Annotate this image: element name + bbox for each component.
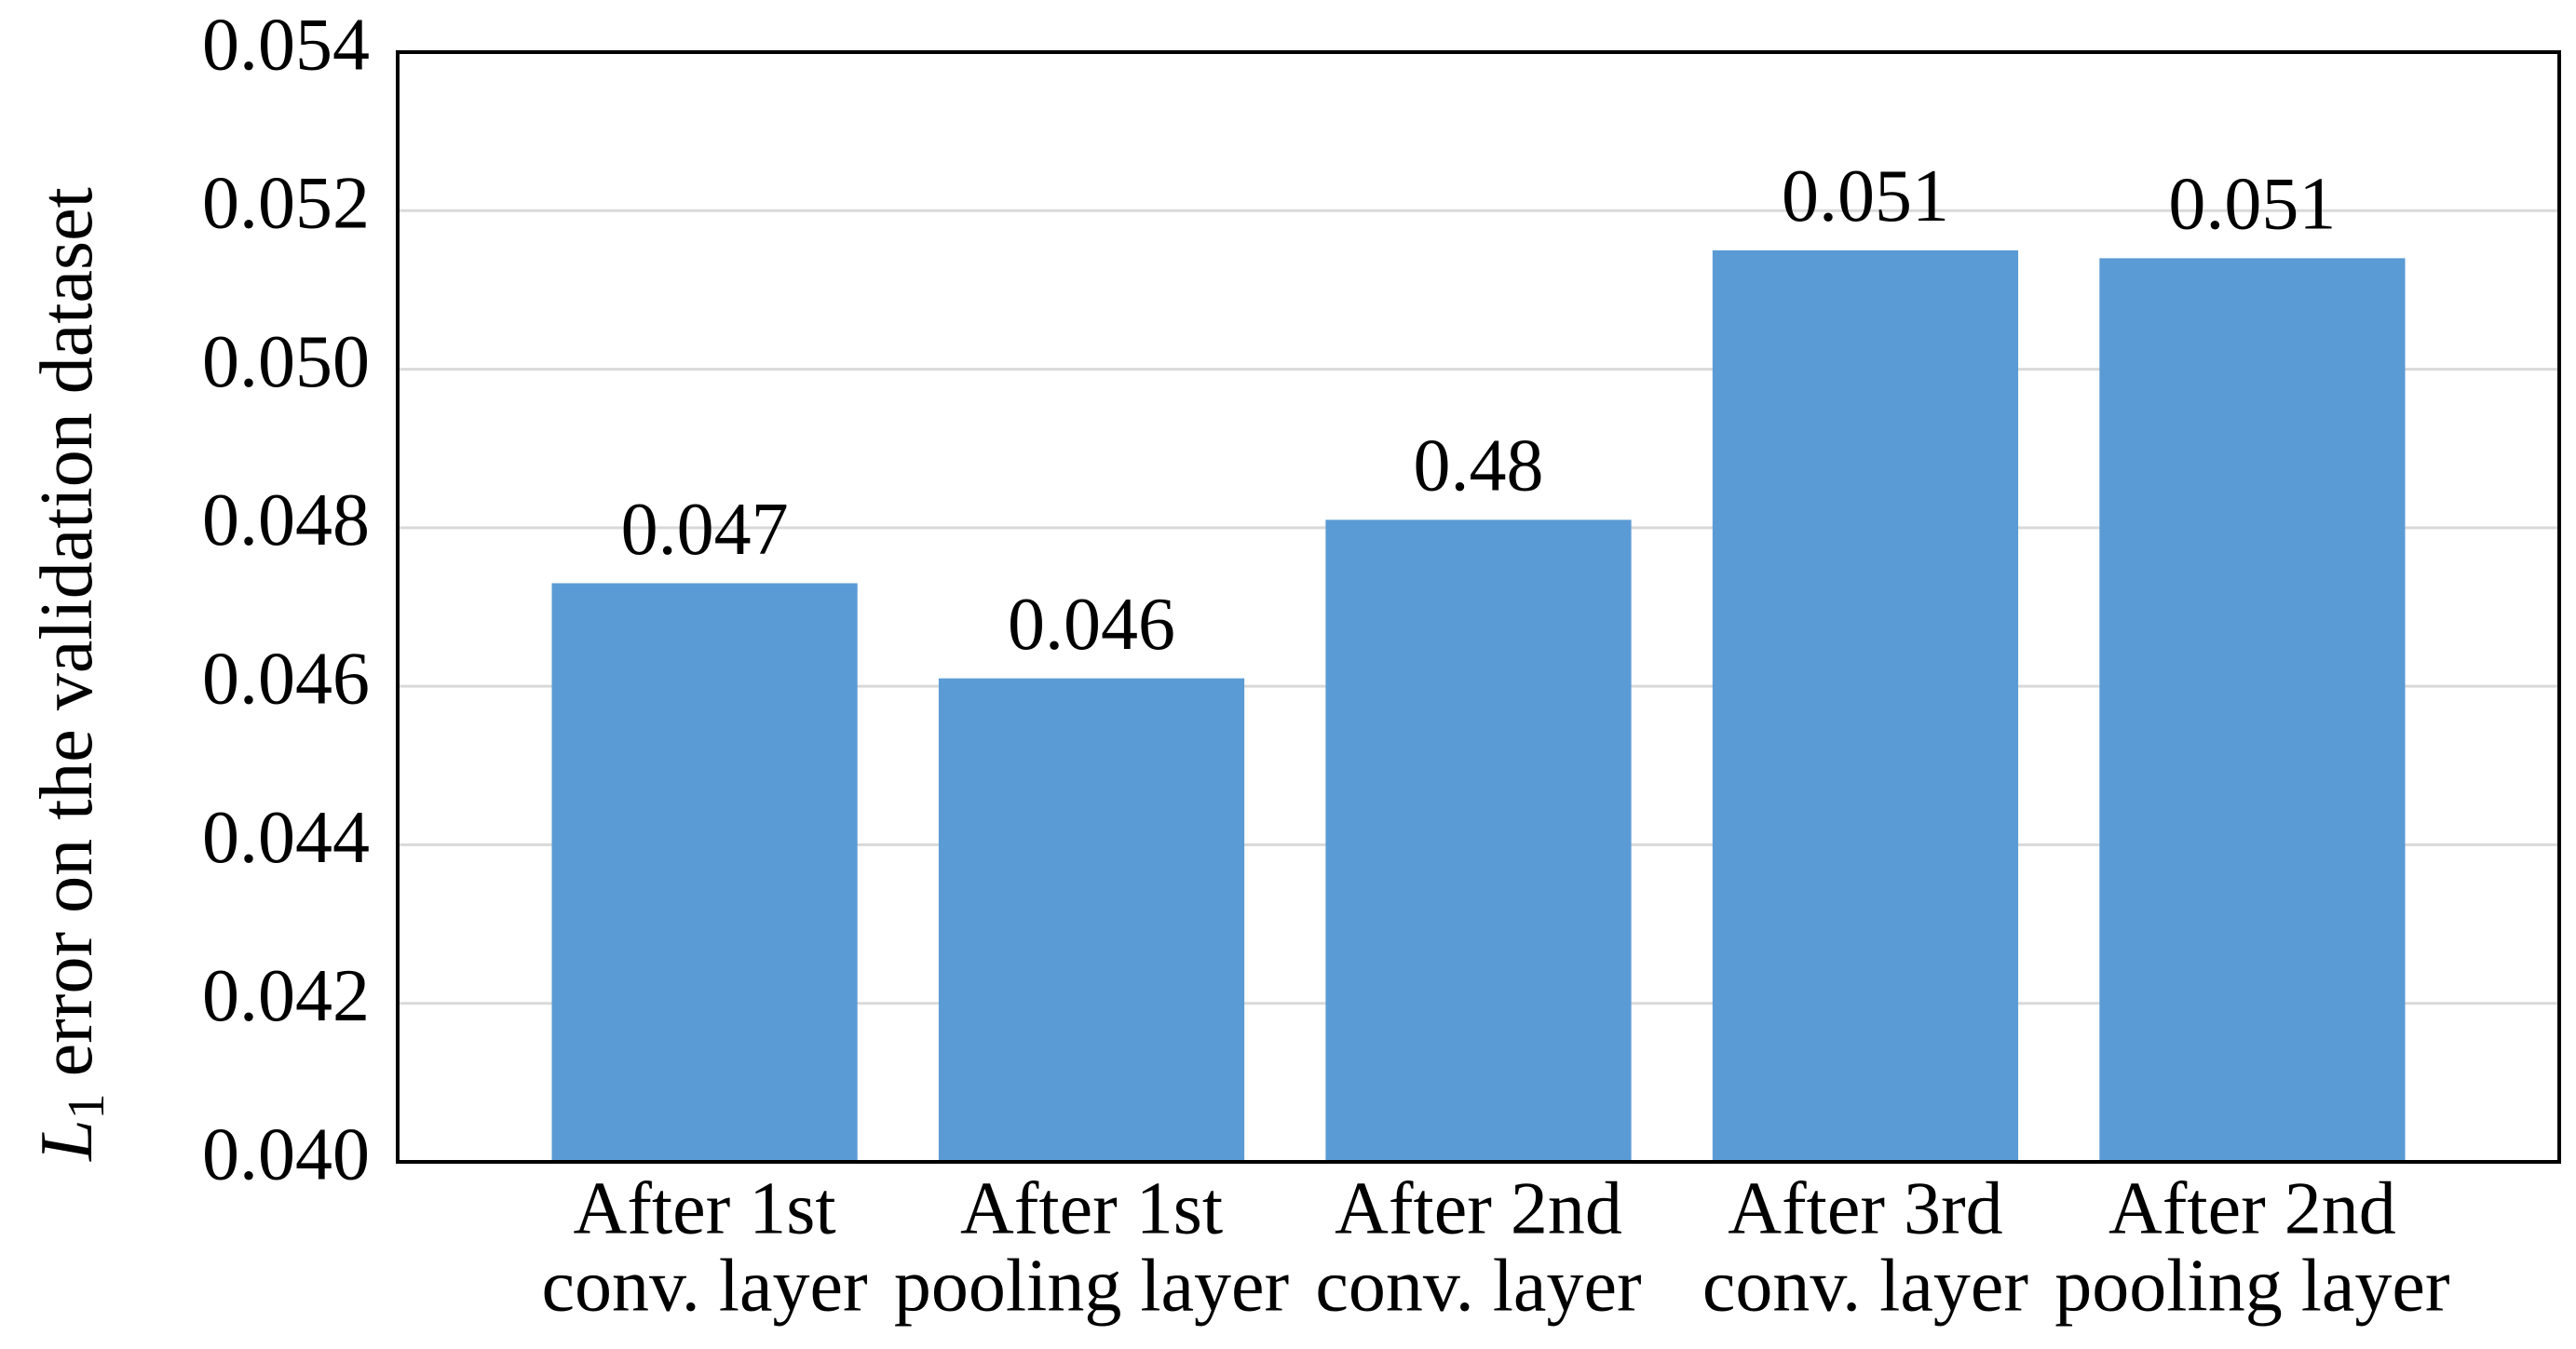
x-tick-label: After 2nd bbox=[1335, 1167, 1622, 1249]
x-tick-label: conv. layer bbox=[541, 1245, 867, 1327]
bar bbox=[551, 583, 858, 1162]
y-tick-label: 0.054 bbox=[202, 4, 370, 86]
y-tick-label: 0.052 bbox=[202, 163, 370, 245]
y-tick-label: 0.050 bbox=[202, 321, 370, 403]
bar bbox=[2099, 258, 2406, 1162]
x-tick-label: After 2nd bbox=[2108, 1167, 2396, 1249]
y-axis-text: error on the validation dataset bbox=[26, 187, 108, 1076]
value-label: 0.051 bbox=[1782, 155, 1949, 237]
y-tick-label: 0.040 bbox=[202, 1113, 370, 1195]
y-tick-label: 0.046 bbox=[202, 639, 370, 721]
y-tick-label: 0.042 bbox=[202, 955, 370, 1037]
x-tick-label: After 3rd bbox=[1728, 1167, 2002, 1249]
plot-frame bbox=[396, 50, 2561, 1164]
x-tick-label: conv. layer bbox=[1702, 1245, 2028, 1327]
y-axis-subscript: 1 bbox=[58, 1093, 115, 1119]
y-tick-label: 0.044 bbox=[202, 797, 370, 879]
y-axis-title: L1 error on the validation dataset bbox=[26, 187, 115, 1162]
x-tick-label: After 1st bbox=[960, 1167, 1223, 1249]
bar bbox=[1325, 519, 1632, 1162]
value-label: 0.051 bbox=[2168, 164, 2336, 246]
x-tick-label: pooling layer bbox=[2054, 1245, 2449, 1327]
value-label: 0.047 bbox=[621, 489, 789, 571]
y-tick-label: 0.048 bbox=[202, 479, 370, 561]
x-tick-label: After 1st bbox=[574, 1167, 836, 1249]
value-label: 0.046 bbox=[1008, 584, 1175, 666]
x-tick-label: conv. layer bbox=[1315, 1245, 1641, 1327]
value-label: 0.48 bbox=[1414, 425, 1544, 507]
bar bbox=[1712, 250, 2019, 1162]
x-tick-label: pooling layer bbox=[894, 1245, 1289, 1327]
y-axis-symbol: L bbox=[26, 1119, 108, 1162]
bar bbox=[938, 678, 1245, 1162]
